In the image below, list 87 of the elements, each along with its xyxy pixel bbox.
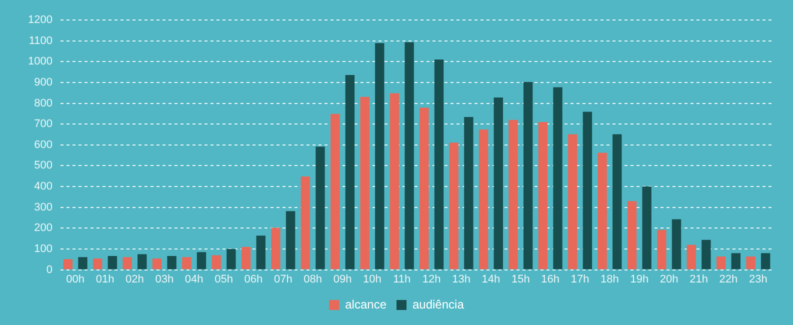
bar	[568, 134, 578, 270]
x-tick-label: 00h	[66, 273, 84, 286]
bar	[478, 129, 488, 270]
bar	[731, 253, 740, 270]
bar	[716, 256, 726, 270]
y-tick-label: 500	[34, 160, 52, 172]
bar	[612, 134, 622, 270]
bar	[226, 248, 236, 270]
bar	[122, 257, 132, 270]
bar	[434, 60, 444, 270]
bar	[582, 112, 592, 270]
bar	[686, 244, 696, 270]
bar	[672, 219, 682, 270]
bar	[330, 114, 340, 270]
y-tick-label: 900	[34, 76, 52, 88]
bar	[316, 146, 325, 270]
x-tick-label: 08h	[304, 273, 322, 286]
x-tick-label: 23h	[748, 273, 768, 286]
x-tick-label: 15h	[511, 273, 530, 286]
x-tick-label: 04h	[184, 273, 204, 286]
x-tick-label: 12h	[422, 273, 441, 286]
y-tick-label: 300	[34, 201, 52, 214]
y-tick-label: 1200	[28, 14, 52, 26]
bar	[642, 186, 652, 270]
bar	[760, 253, 770, 270]
bar	[241, 246, 251, 270]
y-tick-label: 1100	[28, 34, 52, 47]
x-tick-label: 17h	[570, 273, 590, 286]
x-tick-label: 02h	[126, 273, 144, 286]
y-tick-label: 700	[34, 118, 52, 130]
x-tick-label: 05h	[214, 273, 233, 286]
x-tick-label: 07h	[274, 273, 292, 286]
x-tick-label: 11h	[393, 273, 411, 286]
x-tick-label: 01h	[96, 273, 114, 286]
x-tick-label: 13h	[452, 273, 470, 286]
y-tick-label: 1000	[28, 56, 52, 68]
bar	[598, 152, 607, 270]
bar	[404, 42, 414, 270]
x-tick-label: 06h	[244, 273, 263, 286]
bar	[464, 117, 474, 270]
bar	[300, 176, 310, 270]
x-tick-label: 14h	[482, 273, 500, 286]
bar	[256, 236, 266, 270]
legend-label: alcance	[345, 297, 387, 312]
bar	[182, 257, 192, 270]
legend-label: audiência	[412, 297, 464, 312]
bar	[657, 230, 666, 270]
bar	[212, 255, 221, 270]
y-tick-label: 200	[34, 222, 52, 234]
bar	[627, 201, 637, 270]
bar	[494, 97, 503, 270]
x-tick-label: 19h	[630, 273, 649, 286]
x-tick-label: 20h	[660, 273, 678, 286]
bar	[92, 258, 102, 270]
bar	[108, 256, 118, 270]
bar	[63, 259, 72, 270]
y-tick-label: 800	[34, 97, 52, 110]
bar	[167, 256, 176, 270]
bar	[271, 228, 280, 270]
bar	[152, 258, 162, 270]
bar	[746, 256, 756, 270]
y-tick-label: 100	[34, 243, 52, 256]
bar	[508, 120, 518, 270]
x-tick-label: 10h	[363, 273, 382, 286]
bar	[523, 82, 533, 270]
bar	[138, 254, 147, 270]
y-tick-label: 400	[34, 180, 52, 193]
bar	[360, 96, 370, 270]
bar	[78, 257, 88, 270]
bar	[390, 93, 400, 270]
bar	[375, 43, 384, 270]
bar	[538, 122, 548, 270]
x-tick-label: 09h	[333, 273, 352, 286]
bar	[345, 74, 355, 270]
bar	[702, 240, 711, 270]
x-tick-label: 03h	[155, 273, 174, 286]
bar	[286, 211, 296, 270]
y-tick-label: 0	[46, 264, 52, 276]
x-tick-label: 16h	[541, 273, 560, 286]
bar	[420, 108, 429, 270]
x-tick-label: 22h	[719, 273, 738, 286]
x-tick-label: 18h	[600, 273, 619, 286]
bar	[449, 142, 458, 270]
bar	[196, 252, 206, 270]
bar	[553, 87, 562, 270]
x-tick-label: 21h	[690, 273, 708, 286]
y-tick-label: 600	[34, 138, 52, 151]
